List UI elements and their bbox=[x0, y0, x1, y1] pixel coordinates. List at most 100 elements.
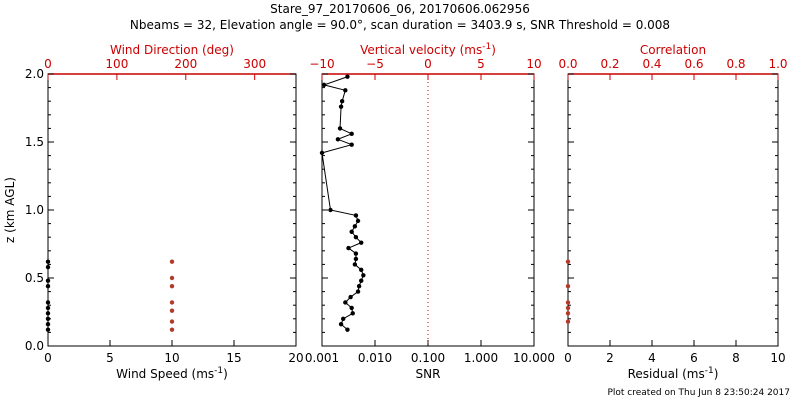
velocity-panel-point bbox=[353, 256, 359, 262]
velocity-panel-point bbox=[349, 229, 354, 234]
velocity-panel-point bbox=[337, 126, 343, 131]
correlation-panel-top-tick-label: 0.2 bbox=[600, 57, 619, 71]
correlation-panel-top-tick-label: 0.8 bbox=[726, 57, 745, 71]
wind-panel-point bbox=[169, 319, 175, 324]
correlation-panel-xtick-label: 0 bbox=[564, 351, 572, 365]
velocity-panel-xtick-label: 0.010 bbox=[358, 351, 392, 365]
correlation-panel-point bbox=[565, 305, 571, 311]
wind-panel-xtick-label: 10 bbox=[164, 351, 179, 365]
velocity-panel-point bbox=[348, 294, 353, 300]
wind-panel-point bbox=[45, 322, 51, 327]
wind-panel-point bbox=[45, 327, 51, 332]
velocity-panel-xtick-label: 0.100 bbox=[411, 351, 445, 365]
wind-panel-xtick-label: 0 bbox=[44, 351, 52, 365]
correlation-panel-xlabel: Residual (ms-1) bbox=[628, 366, 719, 381]
correlation-panel-xtick-label: 10 bbox=[770, 351, 785, 365]
page-title: Stare_97_20170606_06, 20170606.062956 bbox=[270, 2, 530, 16]
wind-panel-point bbox=[45, 264, 51, 270]
velocity-panel-top-tick-label: 0 bbox=[424, 57, 432, 71]
velocity-panel-top-tick-label: −10 bbox=[309, 57, 334, 71]
velocity-panel-point bbox=[338, 104, 344, 109]
ytick-label: 1.0 bbox=[25, 203, 44, 217]
ylabel: z (km AGL) bbox=[3, 177, 17, 243]
wind-panel-top-tick-label: 100 bbox=[105, 57, 128, 71]
velocity-panel-point bbox=[352, 262, 358, 267]
ytick-label: 1.5 bbox=[25, 135, 44, 149]
velocity-panel-point bbox=[353, 213, 359, 218]
correlation-panel-point bbox=[565, 300, 571, 305]
correlation-panel-top-label: Correlation bbox=[640, 43, 706, 57]
correlation-panel-xtick-label: 4 bbox=[648, 351, 656, 365]
correlation-panel-xtick-label: 6 bbox=[690, 351, 698, 365]
correlation-panel-top-tick-label: 1.0 bbox=[768, 57, 787, 71]
velocity-panel-point bbox=[355, 289, 361, 294]
wind-panel-point bbox=[45, 259, 51, 264]
wind-panel-point bbox=[45, 311, 51, 316]
velocity-panel-point bbox=[359, 240, 364, 245]
velocity-panel-point bbox=[345, 74, 350, 79]
wind-panel-point bbox=[169, 308, 175, 313]
velocity-panel-point bbox=[361, 273, 366, 278]
velocity-panel-point bbox=[356, 283, 362, 289]
correlation-panel-point bbox=[565, 311, 571, 316]
velocity-panel-top-tick-label: 10 bbox=[526, 57, 541, 71]
wind-panel-xlabel: Wind Speed (ms-1) bbox=[116, 366, 228, 381]
wind-panel-point bbox=[45, 305, 51, 311]
velocity-panel-point bbox=[349, 131, 354, 137]
wind-panel-point bbox=[45, 283, 51, 289]
wind-panel-point bbox=[169, 275, 175, 281]
plot-created-note: Plot created on Thu Jun 8 23:50:24 2017 bbox=[607, 388, 790, 398]
wind-panel-point bbox=[45, 278, 51, 283]
velocity-panel-point bbox=[349, 142, 354, 147]
wind-panel-top-label: Wind Direction (deg) bbox=[110, 43, 234, 57]
correlation-panel-xtick-label: 2 bbox=[606, 351, 614, 365]
velocity-panel-point bbox=[352, 224, 358, 229]
velocity-panel-point bbox=[319, 150, 325, 156]
velocity-panel-point bbox=[338, 322, 344, 327]
correlation-panel-frame bbox=[567, 73, 779, 347]
velocity-panel-point bbox=[350, 311, 355, 316]
wind-panel-xtick-label: 5 bbox=[106, 351, 114, 365]
wind-panel-point bbox=[169, 327, 175, 332]
wind-panel-point bbox=[45, 300, 51, 305]
page-subtitle: Nbeams = 32, Elevation angle = 90.0°, sc… bbox=[129, 18, 671, 32]
velocity-panel-point bbox=[321, 82, 327, 88]
velocity-panel-point bbox=[355, 218, 361, 224]
ytick-label: 0.5 bbox=[25, 271, 44, 285]
wind-panel-frame bbox=[47, 73, 297, 347]
correlation-panel-point bbox=[565, 319, 571, 324]
velocity-panel-xtick-label: 0.001 bbox=[305, 351, 339, 365]
velocity-panel-point bbox=[335, 137, 341, 142]
velocity-panel-xtick-label: 10.000 bbox=[513, 351, 555, 365]
velocity-panel-point bbox=[346, 245, 351, 251]
ytick-label: 0.0 bbox=[25, 339, 44, 353]
correlation-panel-point bbox=[565, 283, 571, 289]
correlation-panel-top-tick-label: 0.4 bbox=[642, 57, 661, 71]
velocity-panel-point bbox=[345, 327, 350, 332]
velocity-panel-point bbox=[353, 235, 359, 240]
velocity-panel-top-tick-label: 5 bbox=[477, 57, 485, 71]
ytick-label: 2.0 bbox=[25, 67, 44, 81]
correlation-panel-point bbox=[565, 259, 571, 264]
velocity-panel-point bbox=[341, 316, 346, 321]
correlation-panel-xtick-label: 8 bbox=[732, 351, 740, 365]
wind-panel-point bbox=[169, 259, 175, 264]
velocity-panel-point bbox=[349, 305, 354, 311]
velocity-panel-point bbox=[339, 99, 345, 104]
wind-panel-top-tick-label: 0 bbox=[44, 57, 52, 71]
velocity-panel-point bbox=[359, 278, 364, 283]
velocity-panel-top-label: Vertical velocity (ms-1) bbox=[360, 42, 496, 57]
velocity-panel-xlabel: SNR bbox=[416, 367, 441, 381]
velocity-panel-xtick-label: 1.000 bbox=[464, 351, 498, 365]
velocity-panel-point bbox=[353, 251, 359, 256]
correlation-panel-top-tick-label: 0.6 bbox=[684, 57, 703, 71]
velocity-panel-point bbox=[328, 207, 333, 213]
wind-panel-point bbox=[169, 300, 175, 305]
wind-panel-xtick-label: 20 bbox=[288, 351, 303, 365]
velocity-panel-point bbox=[343, 88, 348, 93]
wind-panel-point bbox=[45, 316, 51, 321]
velocity-panel-top-tick-label: −5 bbox=[366, 57, 384, 71]
wind-panel-top-tick-label: 200 bbox=[174, 57, 197, 71]
velocity-panel-point bbox=[343, 300, 348, 305]
